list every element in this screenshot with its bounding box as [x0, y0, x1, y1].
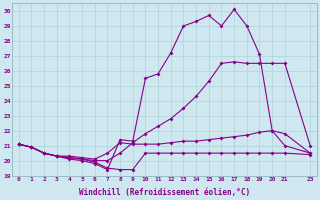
X-axis label: Windchill (Refroidissement éolien,°C): Windchill (Refroidissement éolien,°C): [79, 188, 250, 197]
